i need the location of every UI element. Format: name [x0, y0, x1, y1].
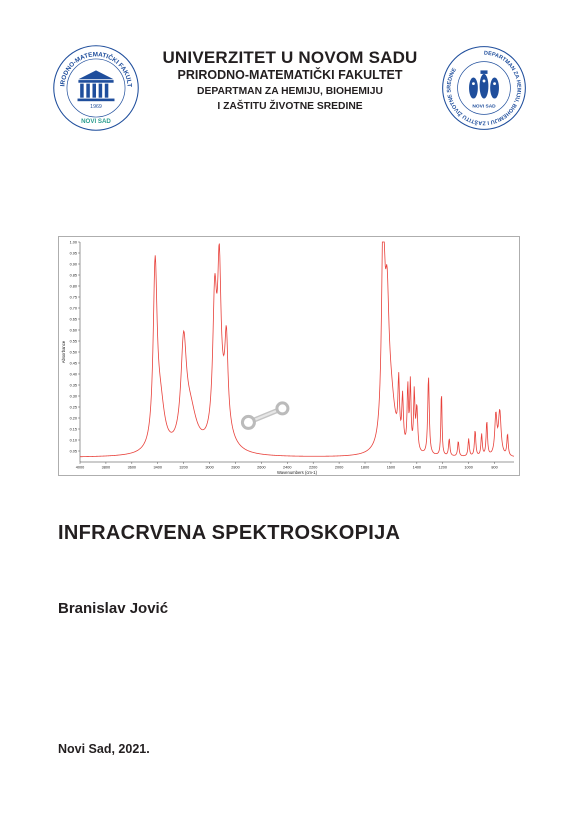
- y-tick-label: 0.45: [70, 361, 77, 365]
- logo-city-right: NOVI SAD: [472, 103, 496, 109]
- book-author: Branislav Jović: [58, 600, 169, 617]
- y-axis-label: Absorbance: [61, 340, 66, 363]
- y-ticks: 0.05 0.10 0.15 0.20 0.25 0.30 0.35 0.40 0.45 0.50…: [70, 240, 80, 453]
- x-tick-label: 2200: [309, 466, 317, 470]
- spectrum-line: [79, 241, 515, 458]
- logo-year: 1969: [90, 104, 102, 110]
- x-tick-label: 1600: [387, 466, 395, 470]
- x-tick-label: 3200: [179, 466, 187, 470]
- y-tick-label: 0.55: [70, 339, 77, 343]
- x-tick-label: 3600: [128, 466, 136, 470]
- book-title: INFRACRVENA SPEKTROSKOPIJA: [58, 522, 401, 544]
- y-tick-label: 0.20: [70, 416, 77, 420]
- x-tick-label: 1200: [439, 466, 447, 470]
- x-tick-label: 2800: [231, 466, 239, 470]
- y-tick-label: 1.00: [70, 240, 77, 244]
- y-tick-label: 0.85: [70, 273, 77, 277]
- x-axis-label: Wavenumbers (cm-1): [277, 470, 318, 475]
- x-tick-label: 1800: [361, 466, 369, 470]
- logo-city: NOVI SAD: [81, 118, 111, 125]
- x-tick-label: 2000: [335, 466, 343, 470]
- faculty-name: PRIRODNO-MATEMATIČKI FAKULTET: [177, 68, 403, 82]
- x-ticks: 4000 3800 3600 3400 3200 3000 2800 2600 2400 2200…: [76, 462, 498, 470]
- y-tick-label: 0.50: [70, 350, 77, 354]
- y-tick-label: 0.05: [70, 449, 77, 453]
- y-tick-label: 0.70: [70, 306, 77, 310]
- y-tick-label: 0.30: [70, 394, 77, 398]
- x-tick-label: 800: [491, 466, 497, 470]
- y-tick-label: 0.40: [70, 372, 77, 376]
- y-tick-label: 0.35: [70, 383, 77, 387]
- x-tick-label: 1400: [413, 466, 421, 470]
- y-tick-label: 0.25: [70, 405, 77, 409]
- y-tick-label: 0.95: [70, 251, 77, 255]
- x-tick-label: 3400: [154, 466, 162, 470]
- department-line-1: DEPARTMAN ZA HEMIJU, BIOHEMIJU: [197, 86, 383, 97]
- y-tick-label: 0.65: [70, 317, 77, 321]
- university-name: UNIVERZITET U NOVOM SADU: [162, 48, 418, 67]
- ir-spectrum-chart: 0.05 0.10 0.15 0.20 0.25 0.30 0.35 0.40 0.45 0.50…: [58, 236, 520, 476]
- x-tick-label: 2400: [283, 466, 291, 470]
- y-tick-label: 0.75: [70, 295, 77, 299]
- department-line-2: I ZAŠTITU ŽIVOTNE SREDINE: [217, 101, 363, 112]
- faculty-logo-icon: PRIRODNO-MATEMATIČKI FAKULTET 1969 NOVI …: [52, 44, 139, 131]
- y-tick-label: 0.15: [70, 427, 77, 431]
- y-tick-label: 0.60: [70, 328, 77, 332]
- wrench-icon: [240, 401, 290, 430]
- x-tick-label: 1000: [464, 466, 472, 470]
- place-year: Novi Sad, 2021.: [58, 742, 150, 756]
- x-tick-label: 4000: [76, 466, 84, 470]
- y-tick-label: 0.80: [70, 284, 77, 288]
- x-tick-label: 3800: [102, 466, 110, 470]
- x-tick-label: 3000: [205, 466, 213, 470]
- department-logo-icon: DEPARTMAN ZA HEMIJU, BIOHEMIJU I ZAŠTITU…: [442, 46, 526, 130]
- y-tick-label: 0.10: [70, 438, 77, 442]
- y-tick-label: 0.90: [70, 262, 77, 266]
- x-tick-label: 2600: [257, 466, 265, 470]
